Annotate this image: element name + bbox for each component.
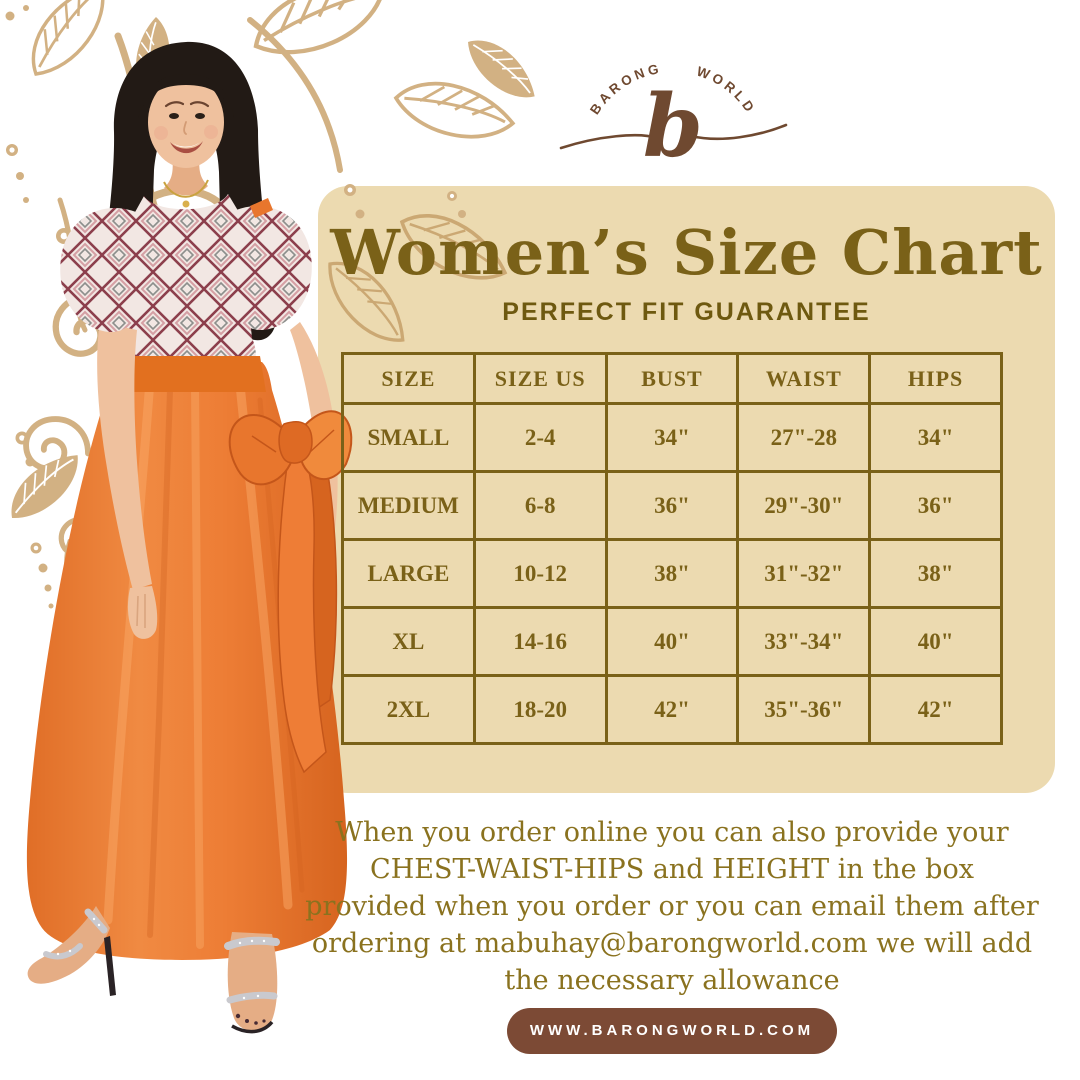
cell-size-us: 10-12 [472,538,608,609]
model-bow [228,410,353,774]
cell-waist: 31"-32" [736,538,872,609]
cell-hips: 38" [868,538,1003,609]
model-shoulder-strap [250,198,273,218]
model-photo [26,41,353,1034]
model-skirt [26,362,348,960]
model-left-sandal [27,906,116,996]
cell-size-us: 14-16 [472,606,608,677]
website-button[interactable]: WWW.BARONGWORLD.COM [507,1008,837,1054]
brand-logo: BARONG WORLD b [559,59,788,176]
cell-bust: 34" [604,402,740,473]
table-header-row: SIZE SIZE US BUST WAIST HIPS [341,352,1003,405]
col-header-size-us: SIZE US [472,352,608,405]
model-left-arm [97,322,158,639]
model-right-sleeve [236,206,312,331]
model-face-features [154,101,218,154]
note-line: When you order online you can also provi… [335,817,1009,848]
brand-monogram: b [643,76,703,176]
cell-hips: 40" [868,606,1003,677]
cell-bust: 38" [604,538,740,609]
note-line: CHEST-WAIST-HIPS and HEIGHT in the box [370,854,974,885]
cell-bust: 36" [604,470,740,541]
note-line: ordering at mabuhay@barongworld.com we w… [311,928,1033,959]
cell-waist: 33"-34" [736,606,872,677]
table-row: 2XL 18-20 42" 35"-36" 42" [341,674,1003,745]
model-left-sleeve [60,208,136,333]
note-line: provided when you order or you can email… [305,891,1039,922]
size-chart-table: SIZE SIZE US BUST WAIST HIPS SMALL 2-4 3… [341,352,1003,745]
cell-waist: 35"-36" [736,674,872,745]
col-header-bust: BUST [604,352,740,405]
col-header-hips: HIPS [868,352,1003,405]
cell-waist: 29"-30" [736,470,872,541]
cell-waist: 27"-28 [736,402,872,473]
logo-flourish-right [689,123,788,141]
cell-size-us: 6-8 [472,470,608,541]
model-hair-front [138,74,234,118]
size-chart-content: Women’s Size Chart PERFECT FIT GUARANTEE… [318,186,1055,793]
model-right-sandal [224,932,280,1034]
cell-bust: 42" [604,674,740,745]
ordering-note: When you order online you can also provi… [292,814,1052,999]
table-row: XL 14-16 40" 33"-34" 40" [341,606,1003,677]
table-row: LARGE 10-12 38" 31"-32" 38" [341,538,1003,609]
cell-size: 2XL [341,674,476,745]
cell-size: LARGE [341,538,476,609]
table-row: MEDIUM 6-8 36" 29"-30" 36" [341,470,1003,541]
table-row: SMALL 2-4 34" 27"-28 34" [341,402,1003,473]
page-subtitle: PERFECT FIT GUARANTEE [502,298,871,326]
page-title: Women’s Size Chart [330,216,1043,289]
model-necklace [163,179,209,208]
cell-size: SMALL [341,402,476,473]
model-blouse [118,194,256,366]
cell-hips: 36" [868,470,1003,541]
model-waistband [118,356,266,392]
logo-flourish-left [559,133,659,150]
note-line: the necessary allowance [504,965,840,996]
cell-size-us: 18-20 [472,674,608,745]
cell-hips: 42" [868,674,1003,745]
cell-size-us: 2-4 [472,402,608,473]
cell-size: XL [341,606,476,677]
col-header-size: SIZE [341,352,476,405]
cell-bust: 40" [604,606,740,677]
col-header-waist: WAIST [736,352,872,405]
cell-hips: 34" [868,402,1003,473]
cell-size: MEDIUM [341,470,476,541]
